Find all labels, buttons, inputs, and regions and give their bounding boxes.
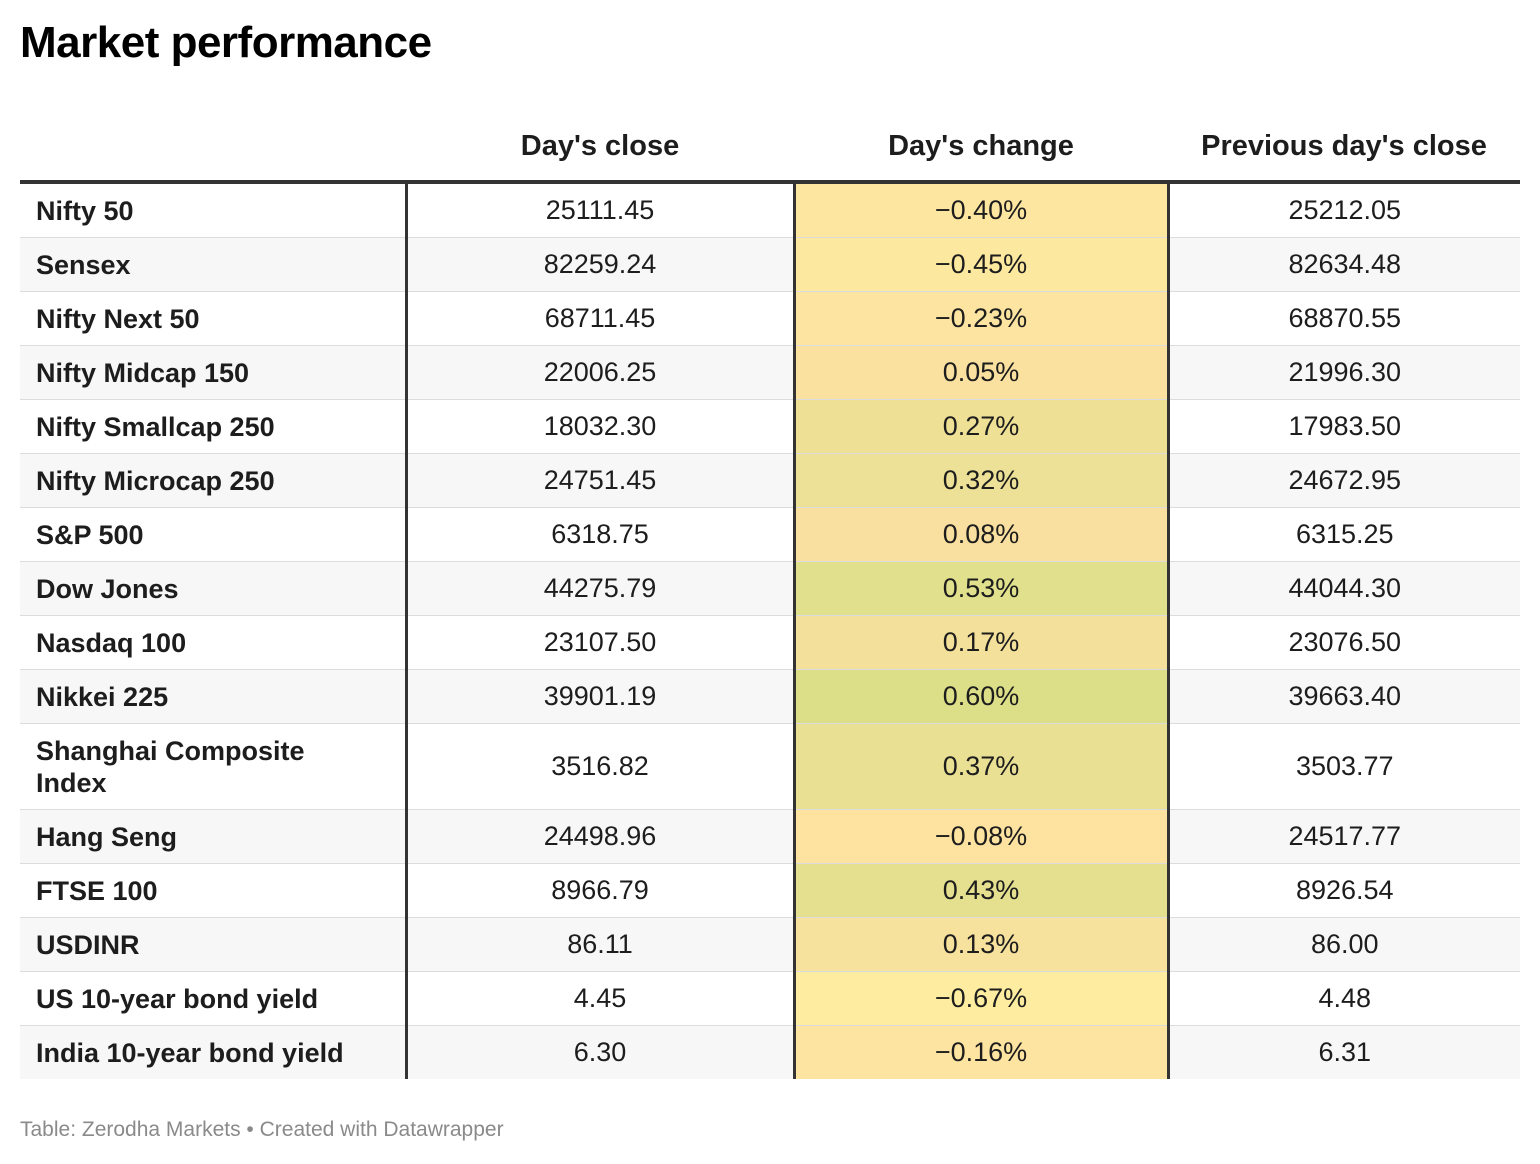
row-days-close: 25111.45 bbox=[406, 182, 796, 238]
row-name: Nikkei 225 bbox=[20, 669, 408, 724]
table-row: Nifty Microcap 250 24751.45 0.32% 24672.95 bbox=[20, 453, 1520, 508]
row-previous-close: 86.00 bbox=[1168, 917, 1520, 972]
row-previous-close: 24517.77 bbox=[1168, 809, 1520, 864]
row-name: US 10-year bond yield bbox=[20, 971, 408, 1026]
row-days-close: 24751.45 bbox=[406, 453, 796, 508]
row-name: FTSE 100 bbox=[20, 863, 408, 918]
row-days-close: 23107.50 bbox=[406, 615, 796, 670]
row-name: Nifty Midcap 150 bbox=[20, 345, 408, 400]
row-name: Hang Seng bbox=[20, 809, 408, 864]
header-previous-close: Previous day's close bbox=[1168, 112, 1520, 184]
row-days-change: −0.08% bbox=[794, 809, 1170, 864]
row-days-close: 18032.30 bbox=[406, 399, 796, 454]
row-previous-close: 39663.40 bbox=[1168, 669, 1520, 724]
row-days-change: 0.43% bbox=[794, 863, 1170, 918]
row-days-change: −0.45% bbox=[794, 237, 1170, 292]
row-name: S&P 500 bbox=[20, 507, 408, 562]
row-previous-close: 82634.48 bbox=[1168, 237, 1520, 292]
table-row: Nifty Next 50 68711.45 −0.23% 68870.55 bbox=[20, 291, 1520, 346]
row-name: Nasdaq 100 bbox=[20, 615, 408, 670]
row-days-change: 0.37% bbox=[794, 723, 1170, 810]
page-title: Market performance bbox=[20, 18, 432, 67]
table-row: Sensex 82259.24 −0.45% 82634.48 bbox=[20, 237, 1520, 292]
row-days-close: 39901.19 bbox=[406, 669, 796, 724]
row-days-close: 68711.45 bbox=[406, 291, 796, 346]
row-days-change: −0.40% bbox=[794, 182, 1170, 238]
row-days-close: 4.45 bbox=[406, 971, 796, 1026]
table-row: FTSE 100 8966.79 0.43% 8926.54 bbox=[20, 863, 1520, 918]
table-row: US 10-year bond yield 4.45 −0.67% 4.48 bbox=[20, 971, 1520, 1026]
row-days-close: 22006.25 bbox=[406, 345, 796, 400]
row-previous-close: 23076.50 bbox=[1168, 615, 1520, 670]
row-previous-close: 6.31 bbox=[1168, 1025, 1520, 1079]
table-row: Nasdaq 100 23107.50 0.17% 23076.50 bbox=[20, 615, 1520, 670]
header-row: Day's close Day's change Previous day's … bbox=[20, 112, 1520, 184]
row-name: Nifty Microcap 250 bbox=[20, 453, 408, 508]
row-days-change: 0.13% bbox=[794, 917, 1170, 972]
row-days-close: 44275.79 bbox=[406, 561, 796, 616]
row-days-close: 6318.75 bbox=[406, 507, 796, 562]
table-body: Nifty 50 25111.45 −0.40% 25212.05 Sensex 8225… bbox=[20, 182, 1520, 1079]
table-row: Shanghai Composite Index 3516.82 0.37% 3503… bbox=[20, 723, 1520, 810]
row-name: Nifty 50 bbox=[20, 182, 408, 238]
row-name: India 10-year bond yield bbox=[20, 1025, 408, 1079]
row-previous-close: 4.48 bbox=[1168, 971, 1520, 1026]
row-name: Sensex bbox=[20, 237, 408, 292]
row-previous-close: 8926.54 bbox=[1168, 863, 1520, 918]
row-days-close: 24498.96 bbox=[406, 809, 796, 864]
table-row: USDINR 86.11 0.13% 86.00 bbox=[20, 917, 1520, 972]
table-row: Nifty Smallcap 250 18032.30 0.27% 17983.50 bbox=[20, 399, 1520, 454]
row-previous-close: 68870.55 bbox=[1168, 291, 1520, 346]
row-previous-close: 6315.25 bbox=[1168, 507, 1520, 562]
table-row: Hang Seng 24498.96 −0.08% 24517.77 bbox=[20, 809, 1520, 864]
table-row: S&P 500 6318.75 0.08% 6315.25 bbox=[20, 507, 1520, 562]
row-name: USDINR bbox=[20, 917, 408, 972]
table-header: Day's close Day's change Previous day's … bbox=[20, 112, 1520, 184]
row-previous-close: 44044.30 bbox=[1168, 561, 1520, 616]
row-days-change: −0.67% bbox=[794, 971, 1170, 1026]
row-days-close: 3516.82 bbox=[406, 723, 796, 810]
row-days-change: 0.32% bbox=[794, 453, 1170, 508]
row-days-close: 8966.79 bbox=[406, 863, 796, 918]
row-days-change: 0.08% bbox=[794, 507, 1170, 562]
row-days-change: −0.16% bbox=[794, 1025, 1170, 1079]
row-name: Dow Jones bbox=[20, 561, 408, 616]
row-days-close: 82259.24 bbox=[406, 237, 796, 292]
row-previous-close: 3503.77 bbox=[1168, 723, 1520, 810]
table-row: Nifty 50 25111.45 −0.40% 25212.05 bbox=[20, 182, 1520, 238]
market-table-container: Day's close Day's change Previous day's … bbox=[20, 112, 1520, 1079]
table-row: Nikkei 225 39901.19 0.60% 39663.40 bbox=[20, 669, 1520, 724]
row-name: Nifty Smallcap 250 bbox=[20, 399, 408, 454]
row-name: Nifty Next 50 bbox=[20, 291, 408, 346]
row-previous-close: 17983.50 bbox=[1168, 399, 1520, 454]
header-name bbox=[20, 112, 406, 184]
row-name: Shanghai Composite Index bbox=[20, 723, 408, 810]
row-days-close: 86.11 bbox=[406, 917, 796, 972]
row-days-change: 0.17% bbox=[794, 615, 1170, 670]
row-previous-close: 21996.30 bbox=[1168, 345, 1520, 400]
table-row: Nifty Midcap 150 22006.25 0.05% 21996.30 bbox=[20, 345, 1520, 400]
row-previous-close: 25212.05 bbox=[1168, 182, 1520, 238]
header-days-change: Day's change bbox=[794, 112, 1168, 184]
market-table: Day's close Day's change Previous day's … bbox=[20, 112, 1520, 1079]
table-row: Dow Jones 44275.79 0.53% 44044.30 bbox=[20, 561, 1520, 616]
row-previous-close: 24672.95 bbox=[1168, 453, 1520, 508]
table-row: India 10-year bond yield 6.30 −0.16% 6.31 bbox=[20, 1025, 1520, 1079]
row-days-change: 0.05% bbox=[794, 345, 1170, 400]
row-days-change: 0.53% bbox=[794, 561, 1170, 616]
row-days-change: 0.60% bbox=[794, 669, 1170, 724]
source-footer: Table: Zerodha Markets • Created with Da… bbox=[20, 1118, 504, 1141]
header-days-close: Day's close bbox=[406, 112, 794, 184]
row-days-change: 0.27% bbox=[794, 399, 1170, 454]
row-days-close: 6.30 bbox=[406, 1025, 796, 1079]
row-days-change: −0.23% bbox=[794, 291, 1170, 346]
